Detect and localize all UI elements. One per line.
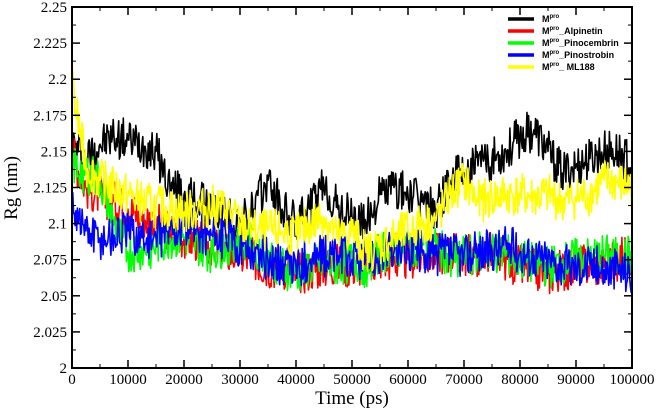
- x-tick-label: 50000: [333, 372, 371, 388]
- x-tick-label: 20000: [165, 372, 203, 388]
- legend-label-2: Mpro_Pinocembrin: [542, 38, 619, 48]
- x-axis-title: Time (ps): [315, 388, 389, 409]
- x-tick-label: 10000: [109, 372, 147, 388]
- legend-label-0: Mpro: [542, 14, 560, 24]
- x-tick-label: 90000: [557, 372, 595, 388]
- y-axis-title: Rg (nm): [1, 156, 22, 220]
- x-tick-label: 70000: [445, 372, 483, 388]
- x-tick-label: 60000: [389, 372, 427, 388]
- y-axis-ticks: 2 2.025 2.05 2.075 2.1 2.125 2.15 2.175 2.2 2.225…: [33, 0, 632, 377]
- legend: Mpro Mpro_Alpinetin Mpro_Pinocembrin Mpro_P…: [508, 14, 619, 72]
- legend-label-3: Mpro_Pinostrobin: [542, 50, 614, 60]
- series-line-3: [72, 192, 632, 294]
- legend-label-1: Mpro_Alpinetin: [542, 26, 603, 36]
- y-tick-label: 2.2: [48, 72, 67, 88]
- x-tick-label: 0: [68, 372, 76, 388]
- y-tick-label: 2.025: [33, 325, 67, 341]
- series-line-4: [72, 69, 632, 273]
- y-tick-label: 2.075: [33, 253, 67, 269]
- y-tick-label: 2.05: [41, 289, 67, 305]
- y-tick-label: 2.125: [33, 181, 67, 197]
- x-tick-label: 100000: [610, 372, 655, 388]
- legend-label-4: Mpro_ ML188: [542, 62, 595, 72]
- series-layer: [72, 69, 632, 295]
- x-tick-label: 80000: [501, 372, 539, 388]
- series-line-0: [72, 111, 632, 244]
- y-tick-label: 2.175: [33, 108, 67, 124]
- y-tick-label: 2.225: [33, 36, 67, 52]
- x-axis-ticks: 0 10000 20000 30000 40000 50000 60000 70000 8000…: [68, 7, 655, 388]
- x-tick-label: 30000: [221, 372, 259, 388]
- y-tick-label: 2: [60, 361, 68, 377]
- y-tick-label: 2.15: [41, 144, 67, 160]
- x-tick-label: 40000: [277, 372, 315, 388]
- y-tick-label: 2.1: [48, 217, 67, 233]
- y-tick-label: 2.25: [41, 0, 67, 16]
